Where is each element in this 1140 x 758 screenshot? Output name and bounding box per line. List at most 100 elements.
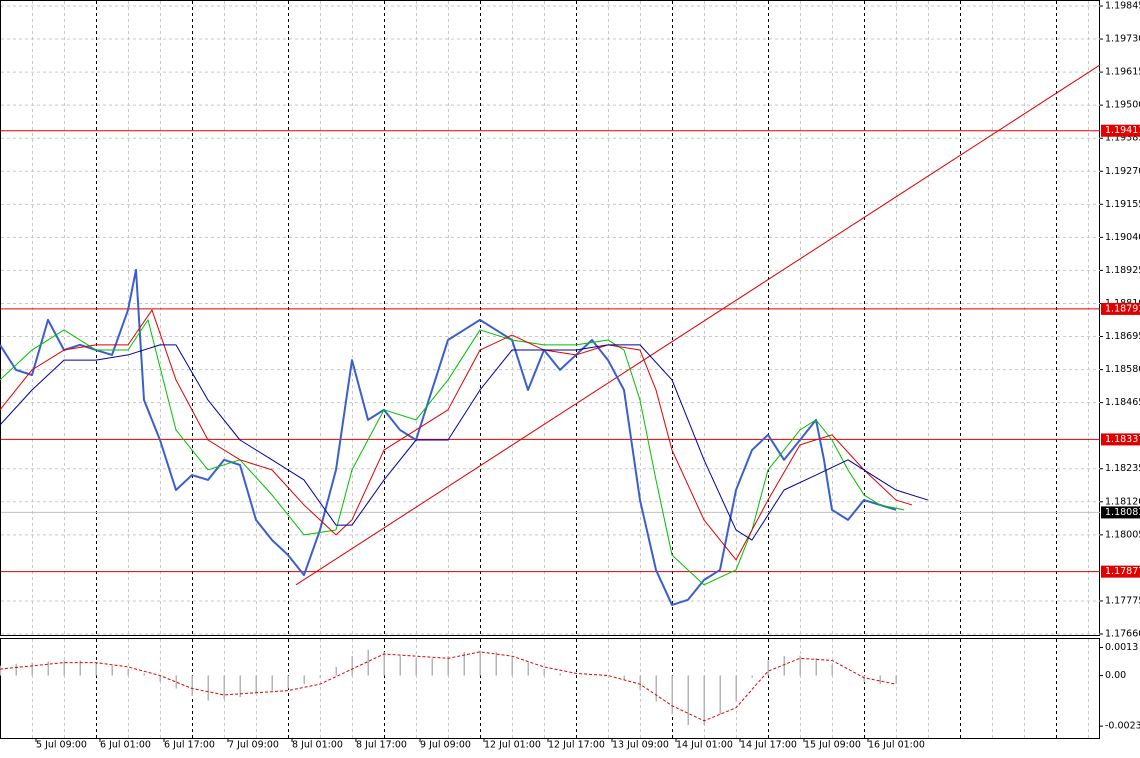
histogram-bar <box>31 662 33 676</box>
y-tick-label: 1.18005 <box>1105 529 1140 540</box>
current-price-label: 1.18083 <box>1105 507 1140 518</box>
histogram-bar <box>175 675 177 689</box>
price-series <box>0 309 913 561</box>
level-label: 1.18337 <box>1105 434 1140 445</box>
x-tick-label: 7 Jul 09:00 <box>228 740 279 751</box>
histogram-bar <box>783 656 785 676</box>
histogram-bar <box>191 675 193 696</box>
y-tick-label: 1.18465 <box>1105 397 1140 408</box>
histogram-bar <box>47 661 49 676</box>
histogram-bar <box>111 665 113 676</box>
histogram-bar <box>383 651 385 676</box>
y-tick-label: 1.17775 <box>1105 595 1140 606</box>
histogram-bar <box>831 664 833 676</box>
x-tick-label: 6 Jul 17:00 <box>164 740 215 751</box>
level-label-box <box>1101 302 1140 315</box>
signal-line <box>0 651 897 722</box>
x-tick-label: 5 Jul 09:00 <box>36 740 87 751</box>
histogram-bar <box>351 656 353 676</box>
y-tick-label: 0.00 <box>1105 670 1126 681</box>
histogram-bar <box>559 673 561 676</box>
y-tick-label: 1.19040 <box>1105 232 1140 243</box>
histogram-bar <box>527 662 529 676</box>
histogram-bar <box>319 675 321 678</box>
price-pane-frame <box>0 0 1100 636</box>
x-tick-label: 14 Jul 01:00 <box>676 740 733 751</box>
histogram-bar <box>815 658 817 676</box>
histogram-bar <box>223 675 225 700</box>
histogram-bar <box>895 675 897 684</box>
x-tick-label: 6 Jul 01:00 <box>100 740 151 751</box>
level-label-box <box>1101 433 1140 446</box>
x-tick-label: 12 Jul 01:00 <box>484 740 541 751</box>
histogram-bar <box>239 675 241 698</box>
indicator-pane-frame <box>0 638 1100 739</box>
histogram-bar <box>0 665 1 676</box>
histogram-bar <box>655 675 657 702</box>
histogram-bar <box>687 675 689 726</box>
y-tick-label: 1.19615 <box>1105 67 1140 78</box>
histogram-bar <box>255 675 257 693</box>
histogram-bar <box>623 675 625 680</box>
histogram-bar <box>767 660 769 676</box>
price-series <box>0 319 905 586</box>
histogram-bar <box>495 651 497 676</box>
histogram-bar <box>671 675 673 715</box>
histogram-bar <box>303 675 305 685</box>
x-tick-label: 14 Jul 17:00 <box>740 740 797 751</box>
current-price-box <box>1101 506 1140 519</box>
x-tick-label: 16 Jul 01:00 <box>868 740 925 751</box>
histogram-bar <box>79 660 81 676</box>
y-tick-label: 1.18120 <box>1105 496 1140 507</box>
histogram-bar <box>207 675 209 701</box>
price-series <box>0 344 929 541</box>
y-tick-label: 1.18925 <box>1105 265 1140 276</box>
histogram-bar <box>863 675 865 682</box>
histogram-bar <box>271 675 273 691</box>
histogram-bar <box>511 656 513 676</box>
histogram-bar <box>159 675 161 682</box>
price-series <box>0 268 897 606</box>
histogram-bar <box>415 658 417 676</box>
x-tick-label: 13 Jul 09:00 <box>612 740 669 751</box>
level-label-box <box>1101 565 1140 578</box>
histogram-bar <box>143 673 145 676</box>
histogram-bar <box>95 663 97 676</box>
histogram-bar <box>463 651 465 676</box>
histogram-bar <box>479 650 481 676</box>
histogram-bar <box>879 675 881 685</box>
histogram-bar <box>287 675 289 689</box>
histogram-bar <box>335 666 337 676</box>
histogram-bar <box>719 675 721 715</box>
y-tick-label: 0.0013 <box>1105 642 1138 653</box>
x-tick-label: 9 Jul 09:00 <box>420 740 471 751</box>
histogram-bar <box>799 655 801 676</box>
y-tick-label: 1.18580 <box>1105 364 1140 375</box>
histogram-bar <box>127 668 129 676</box>
histogram-bar <box>15 663 17 676</box>
histogram-bar <box>399 656 401 676</box>
histogram-bar <box>543 669 545 676</box>
level-label: 1.17877 <box>1105 566 1140 577</box>
histogram-bar <box>735 675 737 702</box>
x-tick-label: 8 Jul 17:00 <box>356 740 407 751</box>
level-label-box <box>1101 124 1140 137</box>
histogram-bar <box>639 675 641 691</box>
y-tick-label: 1.18695 <box>1105 331 1140 342</box>
histogram-bar <box>63 660 65 676</box>
y-tick-label: 1.19845 <box>1105 1 1140 12</box>
y-tick-label: 1.19500 <box>1105 100 1140 111</box>
x-tick-label: 15 Jul 09:00 <box>804 740 861 751</box>
y-tick-label: 1.19270 <box>1105 166 1140 177</box>
x-tick-label: 8 Jul 01:00 <box>292 740 343 751</box>
y-tick-label: 1.18235 <box>1105 463 1140 474</box>
y-tick-label: 1.19730 <box>1105 34 1140 45</box>
histogram-bar <box>751 675 753 678</box>
trendline <box>295 64 1101 586</box>
histogram-bar <box>367 649 369 676</box>
y-tick-label: 1.19385 <box>1105 133 1140 144</box>
